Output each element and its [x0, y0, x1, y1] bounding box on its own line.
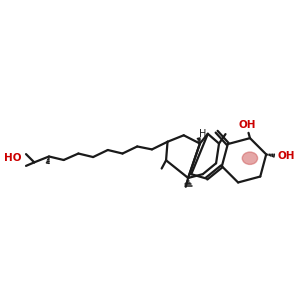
- Text: OH: OH: [239, 120, 256, 130]
- Text: H: H: [199, 129, 206, 139]
- Text: HO: HO: [4, 153, 22, 163]
- Text: OH: OH: [278, 151, 295, 161]
- Ellipse shape: [242, 152, 258, 164]
